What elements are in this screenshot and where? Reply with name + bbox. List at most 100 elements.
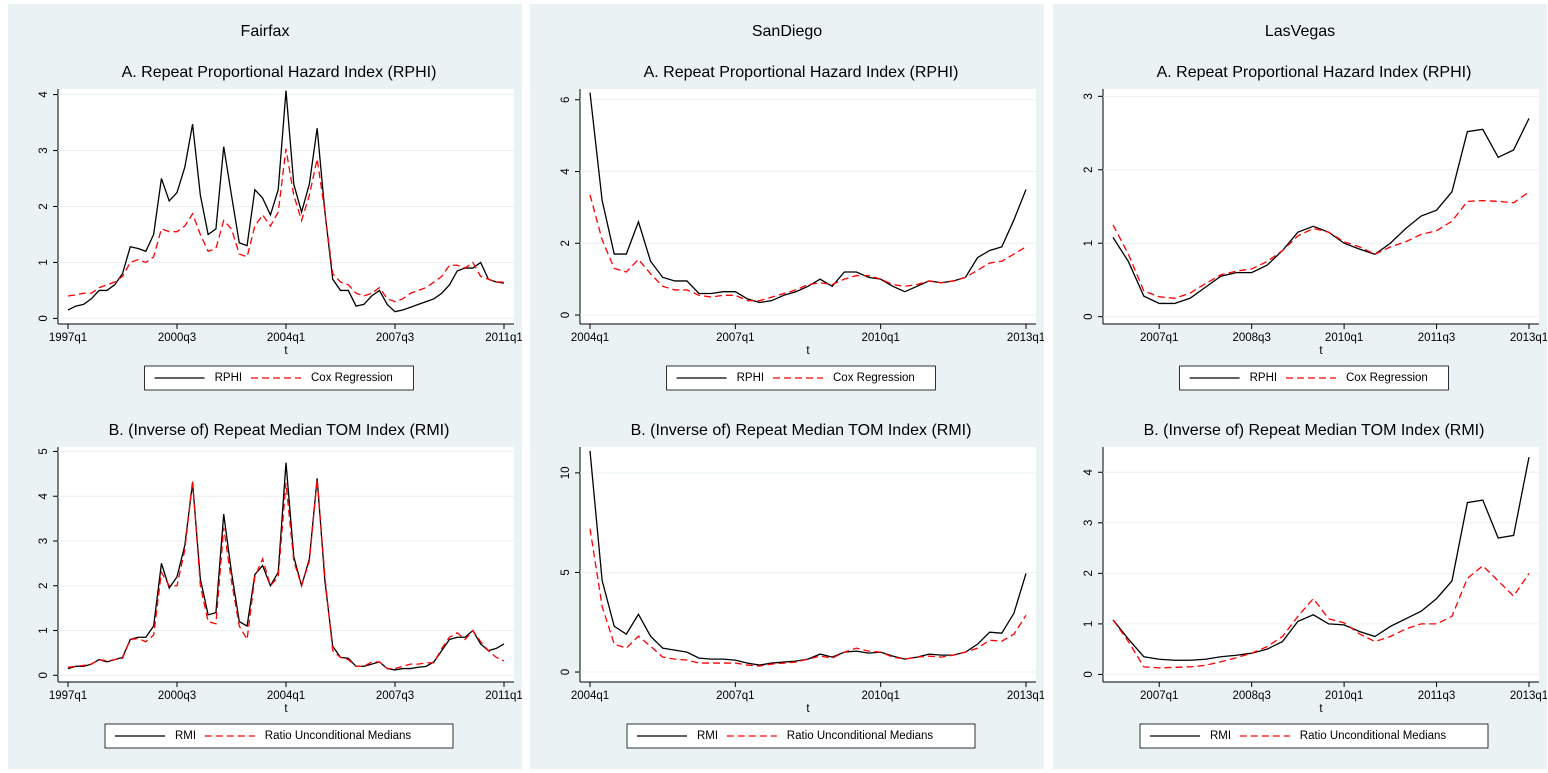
plot-area	[1103, 89, 1539, 324]
x-tick-label: 1997q1	[49, 690, 87, 702]
y-tick-label: 3	[38, 147, 50, 153]
legend-label: Cox Regression	[1346, 372, 1428, 384]
legend-label: Ratio Unconditional Medians	[787, 730, 934, 742]
y-tick-label: 1	[1083, 240, 1095, 246]
y-tick-label: 4	[560, 168, 572, 175]
y-tick-label: 3	[1083, 93, 1095, 99]
y-tick-label: 4	[38, 91, 50, 98]
legend-label: RMI	[175, 730, 196, 742]
series-line	[1112, 118, 1530, 305]
chart-title: A. Repeat Proportional Hazard Index (RPH…	[1157, 64, 1472, 81]
x-tick-label: 2007q1	[716, 332, 754, 344]
x-tick-label: 2004q1	[267, 332, 305, 344]
x-axis-label: t	[284, 345, 288, 357]
x-tick-label: 2011q3	[1418, 332, 1456, 344]
plot-area	[58, 447, 514, 682]
legend-label: Ratio Unconditional Medians	[265, 730, 412, 742]
legend-label: RPHI	[737, 372, 764, 384]
x-tick-label: 2004q1	[571, 690, 609, 702]
y-tick-label: 1	[38, 627, 50, 633]
series-line	[589, 528, 1027, 667]
y-tick-label: 6	[560, 97, 572, 103]
panel-heading: LasVegas	[1265, 23, 1335, 40]
y-tick-label: 10	[560, 466, 572, 479]
y-tick-label: 2	[1083, 570, 1095, 576]
legend-box	[1139, 723, 1489, 749]
legend-label: RMI	[697, 730, 718, 742]
x-tick-label: 2011q1	[485, 690, 522, 702]
chart-title: B. (Inverse of) Repeat Median TOM Index …	[109, 422, 450, 439]
x-tick-label: 2010q1	[861, 690, 899, 702]
x-tick-label: 2000q3	[158, 690, 196, 702]
x-axis-label: t	[1319, 703, 1323, 715]
x-tick-label: 2004q1	[267, 690, 305, 702]
y-tick-label: 0	[1083, 671, 1095, 677]
legend-label: Cox Regression	[311, 372, 393, 384]
x-tick-label: 2000q3	[158, 332, 196, 344]
y-tick-label: 0	[38, 672, 50, 678]
y-tick-label: 5	[38, 448, 50, 454]
panel: Fairfax A. Repeat Proportional Hazard Ind…	[8, 4, 522, 769]
y-tick-label: 4	[38, 492, 50, 499]
y-tick-label: 2	[560, 240, 572, 246]
x-tick-label: 2008q3	[1232, 690, 1270, 702]
chart-title: B. (Inverse of) Repeat Median TOM Index …	[1144, 422, 1485, 439]
x-tick-label: 2010q1	[1325, 332, 1363, 344]
y-tick-label: 2	[1083, 167, 1095, 173]
series-line	[1112, 456, 1530, 661]
x-tick-label: 2004q1	[571, 332, 609, 344]
x-tick-label: 2010q1	[1325, 690, 1363, 702]
plot-area	[580, 89, 1036, 324]
x-tick-label: 1997q1	[49, 332, 87, 344]
series-line	[67, 90, 505, 313]
panel: LasVegas A. Repeat Proportional Hazard In…	[1053, 4, 1547, 769]
panel-heading: Fairfax	[241, 23, 290, 40]
y-tick-label: 3	[1083, 520, 1095, 526]
x-axis-label: t	[806, 345, 810, 357]
panel-heading: SanDiego	[752, 23, 822, 40]
legend-label: RMI	[1210, 730, 1231, 742]
series-line	[589, 194, 1027, 302]
legend-label: RPHI	[215, 372, 242, 384]
series-line	[1112, 191, 1530, 299]
x-tick-label: 2007q1	[1140, 332, 1178, 344]
legend-label: RPHI	[1250, 372, 1277, 384]
plot-area	[1103, 447, 1539, 682]
y-tick-label: 4	[1083, 468, 1095, 475]
x-tick-label: 2011q1	[485, 332, 522, 344]
x-tick-label: 2013q1	[1007, 332, 1044, 344]
panel: SanDiego A. Repeat Proportional Hazard In…	[530, 4, 1044, 769]
x-tick-label: 2008q3	[1232, 332, 1270, 344]
plot-area	[580, 447, 1036, 682]
y-tick-label: 0	[560, 312, 572, 318]
legend-label: Ratio Unconditional Medians	[1300, 730, 1447, 742]
chart-title: A. Repeat Proportional Hazard Index (RPH…	[644, 64, 959, 81]
x-tick-label: 2007q3	[376, 690, 414, 702]
chart-title: B. (Inverse of) Repeat Median TOM Index …	[631, 422, 972, 439]
y-tick-label: 1	[38, 259, 50, 265]
x-tick-label: 2013q1	[1510, 332, 1547, 344]
x-tick-label: 2007q1	[1140, 690, 1178, 702]
y-tick-label: 5	[560, 569, 572, 575]
x-axis-label: t	[806, 703, 810, 715]
x-tick-label: 2007q3	[376, 332, 414, 344]
y-tick-label: 0	[38, 315, 50, 321]
x-tick-label: 2013q1	[1510, 690, 1547, 702]
y-tick-label: 2	[38, 583, 50, 589]
x-tick-label: 2007q1	[716, 690, 754, 702]
x-axis-label: t	[1319, 345, 1323, 357]
x-axis-label: t	[284, 703, 288, 715]
y-tick-label: 1	[1083, 621, 1095, 627]
series-line	[1112, 564, 1530, 669]
y-tick-label: 2	[38, 203, 50, 209]
y-tick-label: 3	[38, 538, 50, 544]
series-line	[67, 148, 504, 303]
chart-title: A. Repeat Proportional Hazard Index (RPH…	[122, 64, 437, 81]
legend-label: Cox Regression	[833, 372, 915, 384]
series-line	[67, 479, 505, 670]
x-tick-label: 2011q3	[1418, 690, 1456, 702]
x-tick-label: 2013q1	[1007, 690, 1044, 702]
y-tick-label: 0	[1083, 313, 1095, 319]
x-tick-label: 2010q1	[861, 332, 899, 344]
